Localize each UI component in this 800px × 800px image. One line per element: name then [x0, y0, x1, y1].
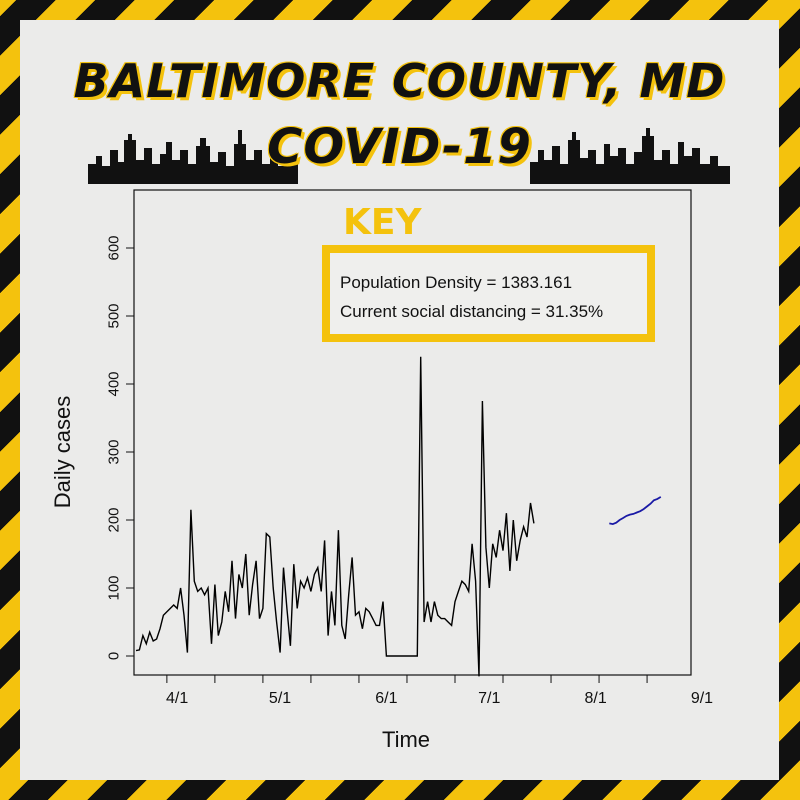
x-tick-label: 7/1: [478, 690, 500, 707]
plot-frame: [133, 189, 692, 676]
y-tick-label: 500: [106, 303, 123, 328]
y-tick-label: 400: [106, 371, 123, 396]
poster-title: BALTIMORE COUNTY, MD: [73, 54, 726, 108]
key-title: KEY: [343, 202, 422, 243]
x-tick-label: 4/1: [166, 690, 188, 707]
y-tick-label: 300: [106, 439, 123, 464]
y-tick-label: 600: [106, 235, 123, 260]
y-tick-label: 100: [106, 575, 123, 600]
x-tick-label: 5/1: [269, 690, 291, 707]
social-distancing-text: Current social distancing = 31.35%: [340, 302, 604, 321]
x-axis: 4/1 5/1 6/1 7/1 8/1 9/1: [166, 675, 713, 707]
city-skyline-left: [88, 130, 298, 184]
x-tick-label: 9/1: [691, 690, 713, 707]
x-tick-label: 6/1: [375, 690, 397, 707]
poster-subtitle: COVID-19: [267, 119, 532, 175]
y-axis: 0 100 200 300 400 500 600: [106, 235, 134, 660]
city-skyline-right: [530, 128, 730, 184]
y-tick-label: 0: [106, 652, 123, 660]
y-axis-label: Daily cases: [50, 396, 75, 508]
observed-series-line: [135, 356, 535, 677]
poster-panel: BALTIMORE COUNTY, MD COVID-19 0 100 200 300…: [20, 20, 779, 780]
y-tick-label: 200: [106, 507, 123, 532]
population-density-text: Population Density = 1383.161: [340, 273, 573, 292]
key-box: Population Density = 1383.161 Current so…: [322, 245, 655, 342]
daily-cases-chart: 0 100 200 300 400 500 600 4/1 5/1 6/1 7/1 8/1 9/1 T…: [50, 189, 713, 752]
x-tick-label: 8/1: [584, 690, 606, 707]
forecast-series-line: [609, 496, 662, 526]
x-axis-label: Time: [382, 727, 430, 752]
